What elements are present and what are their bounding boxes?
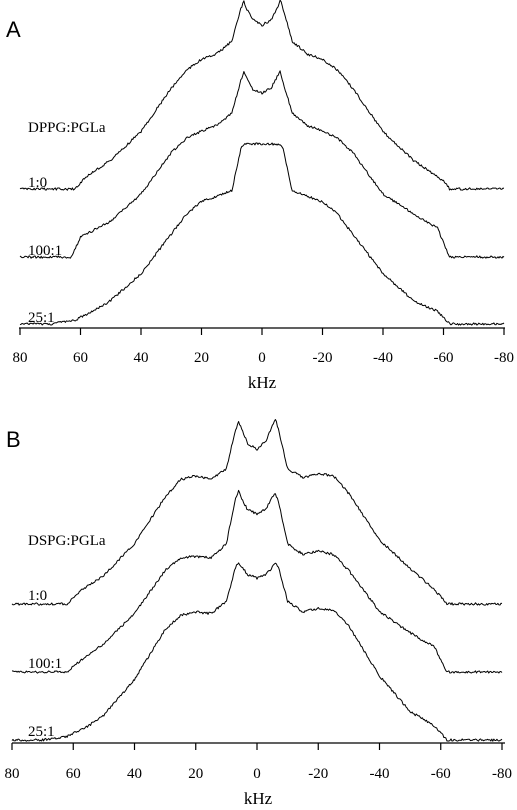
x-tick-label: -80	[494, 350, 514, 366]
x-tick-label: -20	[308, 766, 328, 782]
spectrum-line	[11, 489, 503, 674]
panel-b: B DSPG:PGLa 1:0 100:1 25:1 80 60 40 20 0 -20 -…	[5, 419, 512, 808]
spectra	[19, 0, 505, 326]
x-tick-label: 80	[5, 766, 20, 782]
series-label-1-0: 1:0	[28, 175, 47, 191]
x-tick-label: 60	[66, 766, 81, 782]
x-tick-label: -40	[373, 350, 393, 366]
x-tick-label: -40	[370, 766, 390, 782]
spectrum-line	[11, 419, 503, 606]
x-axis-title: kHz	[244, 789, 273, 808]
x-axis-ticks: 80 60 40 20 0 -20 -40 -60 -80	[5, 743, 512, 782]
x-tick-label: 40	[134, 350, 149, 366]
x-tick-label: 40	[127, 766, 142, 782]
x-tick-label: 0	[258, 350, 266, 366]
series-label-100-1: 100:1	[28, 656, 62, 672]
x-tick-label: -20	[313, 350, 333, 366]
spectrum-line	[19, 0, 505, 191]
x-axis-title: kHz	[248, 373, 277, 392]
spectrum-line	[19, 142, 505, 326]
panel-label: B	[6, 427, 21, 452]
x-tick-label: -60	[434, 350, 454, 366]
x-axis-ticks: 80 60 40 20 0 -20 -40 -60 -80	[13, 328, 514, 366]
x-tick-label: 0	[253, 766, 261, 782]
series-label-25-1: 25:1	[28, 724, 55, 740]
panel-a: A DPPG:PGLa 1:0 100:1 25:1 80 60 40 20 0 -20 -…	[6, 0, 514, 392]
x-tick-label: -80	[492, 766, 512, 782]
spectrum-line	[11, 562, 503, 742]
panel-label: A	[6, 17, 21, 42]
series-label-1-0: 1:0	[28, 588, 47, 604]
series-label-100-1: 100:1	[28, 243, 62, 259]
x-tick-label: 60	[73, 350, 88, 366]
sample-annotation: DSPG:PGLa	[28, 533, 106, 549]
series-label-25-1: 25:1	[28, 310, 55, 326]
x-tick-label: -60	[431, 766, 451, 782]
x-tick-label: 20	[188, 766, 203, 782]
x-tick-label: 80	[13, 350, 28, 366]
x-tick-label: 20	[194, 350, 209, 366]
spectra	[11, 419, 503, 742]
spectrum-line	[19, 70, 505, 259]
sample-annotation: DPPG:PGLa	[28, 120, 106, 136]
